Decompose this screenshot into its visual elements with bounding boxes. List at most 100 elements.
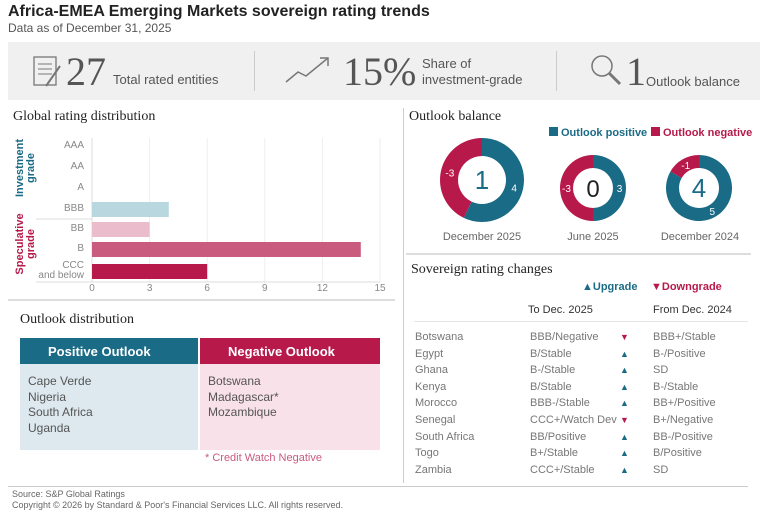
divider	[406, 253, 751, 255]
y-category-label: B	[24, 244, 84, 254]
donut-negative-segment	[559, 155, 593, 221]
upgrade-icon: ▲	[620, 448, 629, 459]
rating-distribution-title: Global rating distribution	[13, 109, 156, 124]
donut-positive-value: 5	[709, 207, 715, 218]
legend-negative: Outlook negative	[651, 127, 752, 139]
rating-changes-title: Sovereign rating changes	[411, 262, 553, 277]
kpi-share-label-2: investment-grade	[422, 72, 523, 87]
country-cell: Senegal	[415, 413, 456, 426]
group-label: Investment grade	[14, 128, 37, 208]
list-item: Uganda	[28, 420, 71, 435]
country-cell: Botswana	[415, 331, 464, 343]
donut-positive-value: 3	[617, 184, 623, 195]
kpi-share-label-1: Share of	[422, 56, 472, 71]
positive-outlook-list: Cape Verde Nigeria South Africa Uganda	[20, 364, 198, 450]
list-item: Botswana	[208, 374, 261, 388]
divider	[403, 108, 404, 483]
outlook-balance-donuts: 4-3 1 3-3 05-14	[440, 138, 732, 222]
divider	[8, 486, 748, 487]
document-icon	[33, 56, 61, 87]
table-row: Morocco BBB-/Stable BB+/Positive ▲	[415, 395, 755, 412]
upgrade-icon: ▲	[620, 398, 629, 409]
x-tick-label: 15	[374, 283, 386, 294]
from-rating-cell: BB+/Positive	[653, 397, 716, 410]
to-rating-cell: BBB/Negative	[530, 331, 599, 343]
negative-outlook-list: Botswana Madagascar* Mozambique	[200, 364, 380, 450]
group-label: Speculative grade	[14, 204, 37, 284]
from-rating-cell: BBB+/Stable	[653, 331, 716, 343]
table-row: Senegal CCC+/Watch Dev B+/Negative ▼	[415, 412, 755, 429]
list-item: South Africa	[28, 405, 93, 419]
divider	[254, 51, 255, 91]
legend-downgrade-label: Downgrade	[661, 281, 722, 293]
outlook-distribution-title: Outlook distribution	[20, 312, 134, 327]
to-rating-cell: CCC+/Watch Dev	[530, 413, 617, 426]
to-rating-cell: CCC+/Stable	[530, 463, 595, 476]
table-row: Togo B+/Stable B/Positive ▲	[415, 445, 755, 462]
table-row: Egypt B/Stable B-/Positive ▲	[415, 346, 755, 363]
donut-positive-segment	[593, 155, 626, 221]
col-header-to: To Dec. 2025	[528, 304, 593, 316]
magnifier-icon	[591, 55, 622, 86]
category-line: AAA	[63, 140, 84, 151]
y-category-label: BB	[24, 224, 84, 234]
bar-ccc-and-below	[92, 264, 208, 279]
country-cell: Zambia	[415, 463, 452, 476]
outlook-balance-title: Outlook balance	[409, 109, 502, 124]
upgrade-icon: ▲	[582, 281, 593, 293]
from-rating-cell: B-/Positive	[653, 347, 706, 360]
donut-negative-value: -1	[681, 161, 690, 172]
to-rating-cell: B/Stable	[530, 380, 572, 393]
kpi-total-value: 27	[66, 49, 106, 94]
legend-positive-label: Outlook positive	[561, 127, 648, 139]
table-row: Kenya B/Stable B-/Stable ▲	[415, 379, 755, 396]
category-line: A	[77, 182, 84, 193]
bar-bb	[92, 222, 150, 237]
legend-upgrade: ▲Upgrade	[582, 281, 638, 293]
donut-positive-segment	[666, 155, 732, 221]
kpi-balance-label: Outlook balance	[646, 74, 740, 89]
x-tick-label: 3	[146, 283, 153, 294]
legend-negative-label: Outlook negative	[663, 127, 753, 139]
country-cell: Ghana	[415, 364, 449, 377]
kpi-band: 27 Total rated entities 15% Share of inv…	[8, 42, 760, 100]
downgrade-icon: ▼	[620, 332, 629, 342]
donut-negative-value: -3	[445, 169, 454, 180]
group-label-line: grade	[25, 153, 37, 183]
table-row: Zambia CCC+/Stable SD ▲	[415, 462, 755, 479]
donut-balance-value: 1	[475, 165, 489, 195]
x-tick-label: 9	[262, 283, 268, 294]
y-category-label: A	[24, 183, 84, 193]
positive-outlook-header: Positive Outlook	[20, 338, 198, 364]
rating-changes-table: Botswana BBB/Negative BBB+/Stable ▼ Egypt B/S…	[415, 329, 755, 478]
donut-positive-segment	[463, 138, 524, 222]
donut-positive-value: 4	[511, 183, 517, 194]
legend-swatch-positive	[549, 127, 558, 136]
to-rating-cell: B+/Stable	[530, 447, 579, 460]
category-line: CCC	[62, 260, 84, 271]
kpi-total-label: Total rated entities	[113, 72, 219, 87]
category-line: B	[77, 243, 84, 254]
upgrade-icon: ▲	[620, 431, 629, 442]
legend-upgrade-label: Upgrade	[592, 281, 638, 293]
from-rating-cell: B+/Negative	[653, 413, 714, 426]
rating-distribution-chart	[36, 138, 381, 283]
list-item: Madagascar*	[208, 389, 279, 404]
country-cell: Egypt	[415, 347, 444, 360]
y-category-label: AAA	[24, 141, 84, 151]
copyright: Copyright © 2026 by Standard & Poor's Fi…	[12, 500, 344, 510]
donut-negative-segment	[670, 155, 699, 178]
list-item: Cape Verde	[28, 374, 92, 388]
from-rating-cell: B/Positive	[653, 447, 702, 460]
to-rating-cell: BBB-/Stable	[530, 397, 590, 410]
divider	[556, 51, 557, 91]
category-line: and below	[38, 270, 84, 281]
legend-downgrade: ▼Downgrade	[651, 281, 722, 293]
credit-watch-footnote: * Credit Watch Negative	[205, 452, 322, 464]
table-row: South Africa BB/Positive BB-/Positive ▲	[415, 429, 755, 446]
list-item: Nigeria	[28, 389, 67, 404]
upgrade-icon: ▲	[620, 348, 629, 359]
donut-label: December 2025	[442, 231, 522, 243]
upgrade-icon: ▲	[620, 381, 629, 392]
to-rating-cell: B/Stable	[530, 347, 572, 360]
